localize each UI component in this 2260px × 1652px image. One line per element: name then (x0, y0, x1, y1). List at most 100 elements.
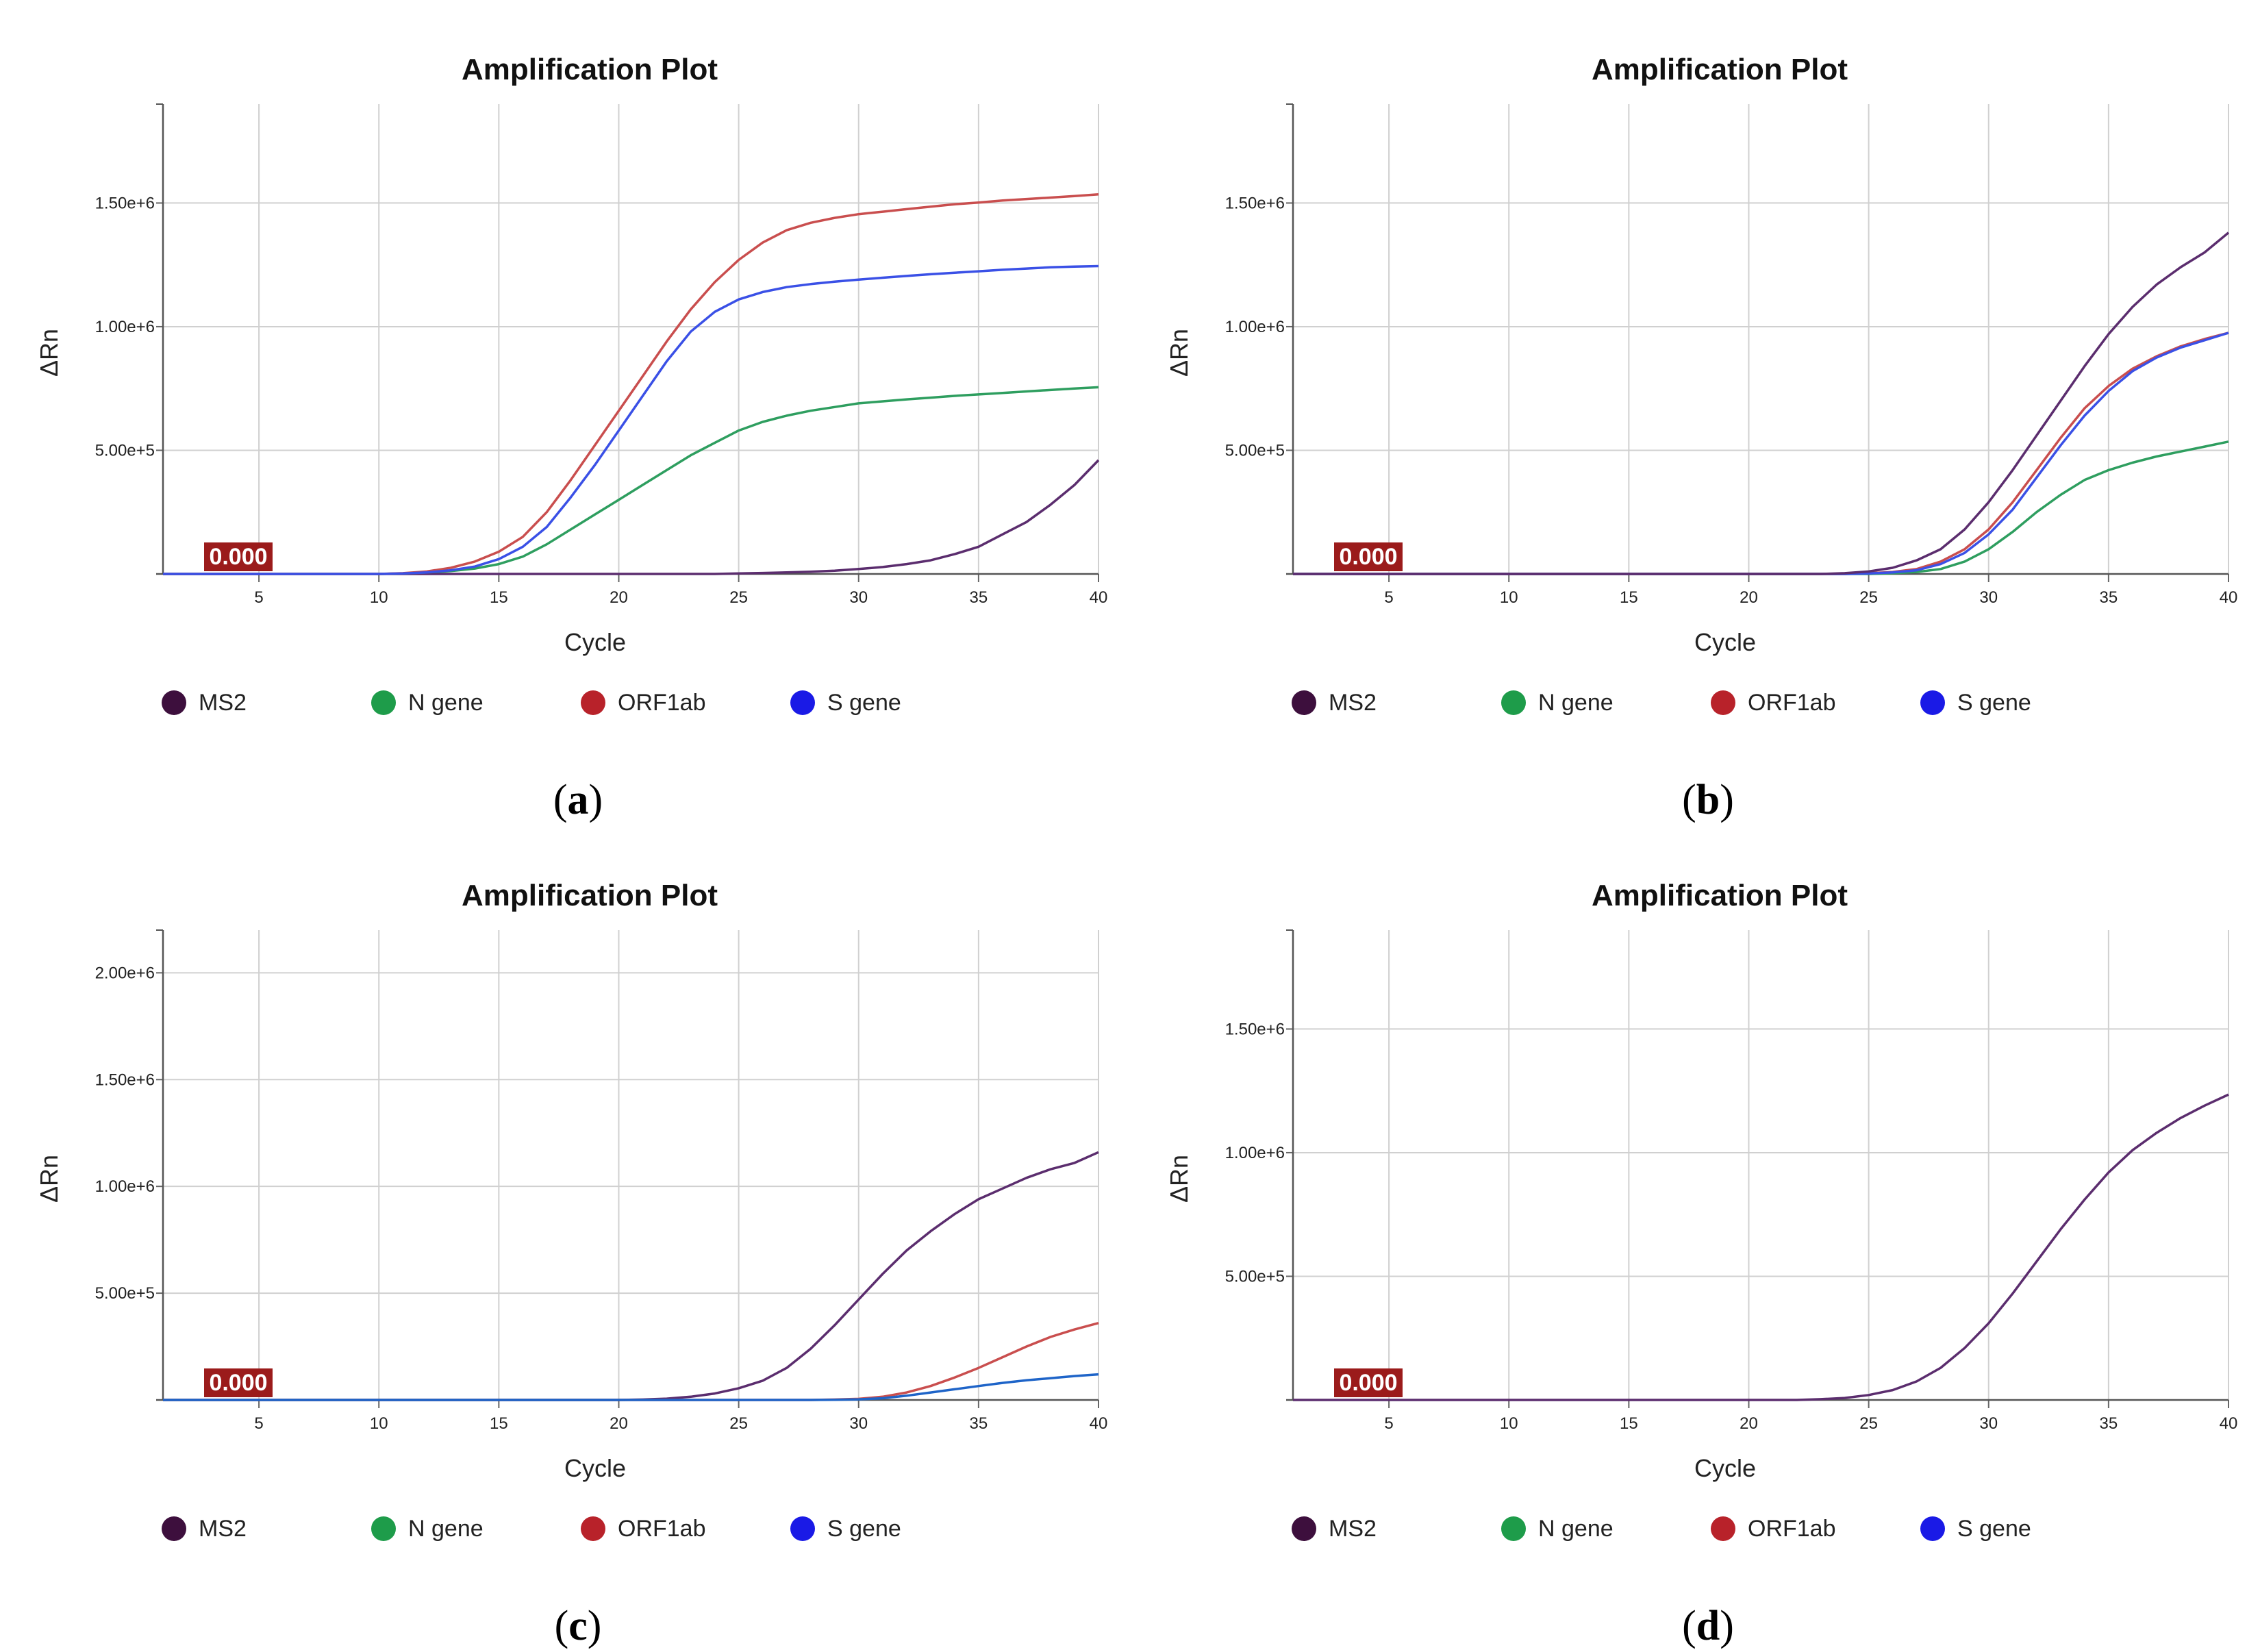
y-tick-label: 1.00e+6 (1225, 318, 1285, 336)
x-tick-label: 40 (2220, 1414, 2238, 1433)
legend-marker-n-gene[interactable] (1501, 1516, 1526, 1541)
legend-marker-s-gene[interactable] (790, 1516, 815, 1541)
legend-label[interactable]: MS2 (1329, 1516, 1377, 1542)
panel-label: (d) (1682, 1603, 1734, 1649)
series-line-ms2 (163, 1151, 1099, 1401)
legend-label[interactable]: MS2 (1329, 690, 1377, 716)
legend-label[interactable]: ORF1ab (1748, 690, 1836, 716)
legend-label[interactable]: N gene (1538, 1516, 1614, 1542)
x-axis-label: Cycle (1694, 1454, 1756, 1482)
series-line-orf1ab (163, 193, 1099, 575)
x-tick-label: 30 (849, 1414, 868, 1433)
x-tick-label: 25 (1859, 1414, 1878, 1433)
x-tick-label: 40 (1090, 1414, 1108, 1433)
y-axis-label: ΔRn (1165, 329, 1193, 377)
x-tick-label: 15 (490, 1414, 508, 1433)
threshold-value: 0.000 (1339, 544, 1397, 570)
x-tick-label: 5 (254, 588, 263, 607)
x-tick-label: 35 (2100, 1414, 2118, 1433)
y-axis-label: ΔRn (35, 1155, 63, 1203)
legend-marker-n-gene[interactable] (371, 690, 396, 715)
x-tick-label: 10 (1500, 1414, 1518, 1433)
legend-marker-orf1ab[interactable] (581, 1516, 605, 1541)
x-tick-label: 5 (1384, 1414, 1393, 1433)
legend-label[interactable]: ORF1ab (1748, 1516, 1836, 1542)
panel-label: (c) (555, 1603, 602, 1649)
x-tick-label: 5 (254, 1414, 263, 1433)
x-tick-label: 15 (490, 588, 508, 607)
legend-label[interactable]: S gene (1957, 690, 2031, 716)
threshold-badge[interactable] (204, 542, 273, 571)
x-tick-label: 30 (849, 588, 868, 607)
legend-marker-orf1ab[interactable] (581, 690, 605, 715)
legend-label[interactable]: N gene (408, 1516, 484, 1542)
series-line-s-gene (1293, 331, 2229, 575)
x-tick-label: 30 (1979, 588, 1998, 607)
series-line-orf1ab (1293, 331, 2229, 575)
legend-marker-ms2[interactable] (162, 690, 186, 715)
series-line-ms2 (1293, 1093, 2229, 1401)
x-tick-label: 25 (729, 588, 748, 607)
chart-panel-a: Amplification Plot 5.00e+5 1.00e+6 1.50e+6 5… (0, 0, 1130, 826)
legend-label[interactable]: ORF1ab (618, 1516, 706, 1542)
series-line-s-gene (163, 1373, 1099, 1401)
x-tick-label: 10 (370, 588, 388, 607)
chart-svg: Amplification Plot 5.00e+5 1.00e+6 1.50e+6 2… (35, 879, 1108, 1649)
legend-marker-n-gene[interactable] (371, 1516, 396, 1541)
x-tick-label: 5 (1384, 588, 1393, 607)
legend-marker-ms2[interactable] (1292, 690, 1316, 715)
threshold-value: 0.000 (1339, 1370, 1397, 1396)
y-axis-label: ΔRn (1165, 1155, 1193, 1203)
y-tick-label: 5.00e+5 (1225, 1267, 1285, 1286)
legend-label[interactable]: MS2 (199, 690, 247, 716)
x-tick-label: 35 (970, 588, 988, 607)
legend-label[interactable]: S gene (1957, 1516, 2031, 1542)
series-line-s-gene (163, 264, 1099, 575)
x-tick-label: 20 (1740, 588, 1758, 607)
legend-marker-s-gene[interactable] (1920, 690, 1945, 715)
threshold-badge[interactable] (1334, 542, 1403, 571)
x-tick-label: 25 (1859, 588, 1878, 607)
x-axis-label: Cycle (564, 628, 626, 656)
legend-label[interactable]: N gene (408, 690, 484, 716)
x-tick-label: 35 (970, 1414, 988, 1433)
y-tick-label: 1.50e+6 (95, 1071, 155, 1089)
legend-marker-s-gene[interactable] (790, 690, 815, 715)
legend-label[interactable]: S gene (827, 690, 901, 716)
y-axis-label: ΔRn (35, 329, 63, 377)
y-tick-label: 5.00e+5 (1225, 441, 1285, 460)
legend-label[interactable]: MS2 (199, 1516, 247, 1542)
series-line-ms2 (163, 459, 1100, 575)
y-tick-label: 1.00e+6 (95, 1177, 155, 1196)
x-tick-label: 15 (1620, 588, 1638, 607)
chart-title: Amplification Plot (462, 53, 718, 86)
x-tick-label: 30 (1979, 1414, 1998, 1433)
chart-panel-b: Amplification Plot 5.00e+5 1.00e+6 1.50e+6 5… (1130, 0, 2260, 826)
legend-label[interactable]: N gene (1538, 690, 1614, 716)
chart-svg: Amplification Plot 5.00e+5 1.00e+6 1.50e+6 5… (35, 53, 1108, 823)
legend-marker-ms2[interactable] (1292, 1516, 1316, 1541)
x-tick-label: 20 (610, 1414, 628, 1433)
legend-marker-orf1ab[interactable] (1711, 1516, 1735, 1541)
y-tick-label: 5.00e+5 (95, 1284, 155, 1303)
legend-label[interactable]: S gene (827, 1516, 901, 1542)
threshold-value: 0.000 (209, 544, 267, 570)
legend-label[interactable]: ORF1ab (618, 690, 706, 716)
legend-marker-orf1ab[interactable] (1711, 690, 1735, 715)
x-axis-label: Cycle (1694, 628, 1756, 656)
legend-marker-n-gene[interactable] (1501, 690, 1526, 715)
x-tick-label: 40 (2220, 588, 2238, 607)
threshold-badge[interactable] (1334, 1368, 1403, 1397)
threshold-value: 0.000 (209, 1370, 267, 1396)
legend-marker-ms2[interactable] (162, 1516, 186, 1541)
x-tick-label: 20 (610, 588, 628, 607)
legend-marker-s-gene[interactable] (1920, 1516, 1945, 1541)
chart-panel-c: Amplification Plot 5.00e+5 1.00e+6 1.50e+6 2… (0, 826, 1130, 1652)
series-line-ms2 (1293, 231, 2230, 575)
x-axis-label: Cycle (564, 1454, 626, 1482)
threshold-badge[interactable] (204, 1368, 273, 1397)
x-tick-label: 20 (1740, 1414, 1758, 1433)
x-tick-label: 40 (1090, 588, 1108, 607)
panel-label: (a) (553, 777, 603, 823)
x-tick-label: 35 (2100, 588, 2118, 607)
